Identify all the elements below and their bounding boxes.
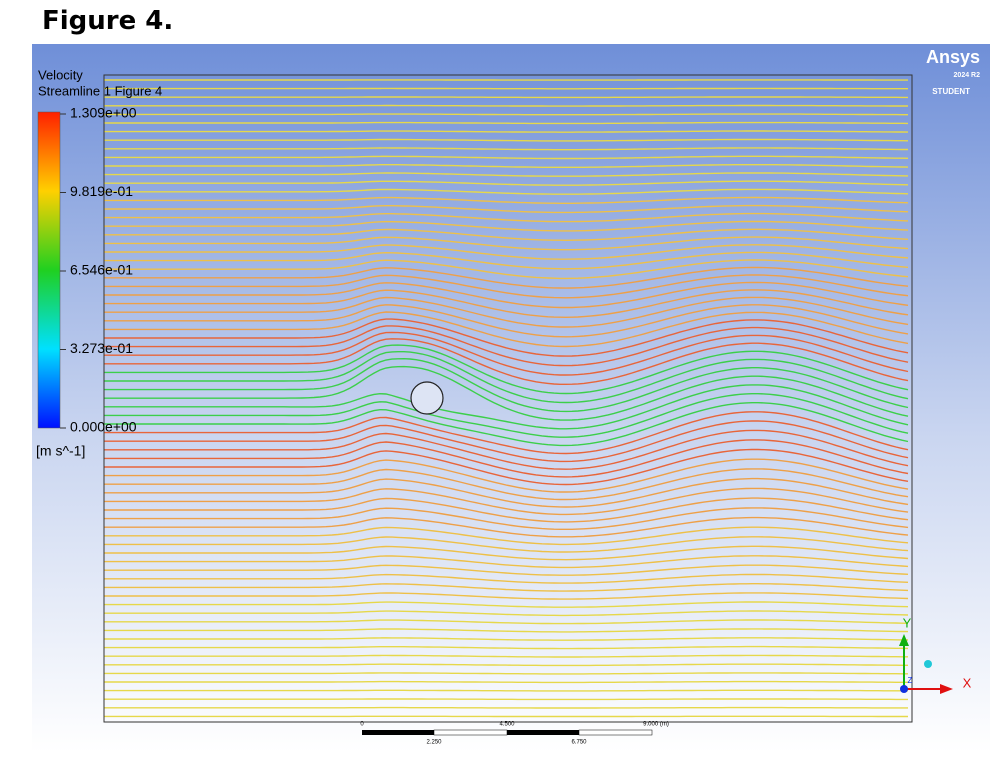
legend-unit: [m s^-1]	[36, 443, 85, 459]
streamline	[104, 236, 909, 251]
streamline	[104, 429, 909, 470]
streamline	[104, 147, 908, 151]
streamline	[104, 274, 909, 299]
streamline	[104, 384, 909, 430]
legend-labels: 1.309e+00 9.819e-01 6.546e-01 3.273e-01 0.00…	[60, 105, 137, 435]
axis-x-label: X	[963, 675, 972, 690]
streamline	[104, 619, 909, 625]
streamline	[104, 610, 909, 617]
streamline	[104, 365, 909, 421]
axis-triad	[899, 634, 953, 694]
streamline	[104, 251, 909, 270]
streamline	[104, 259, 909, 280]
color-bar	[37, 111, 61, 429]
streamline	[104, 196, 909, 204]
streamline	[104, 420, 909, 463]
scale-label: 2.250	[426, 740, 442, 746]
streamline	[104, 555, 909, 569]
streamline	[104, 113, 908, 116]
legend-label: 0.000e+00	[70, 419, 137, 435]
streamline	[104, 212, 909, 223]
logo-edition: STUDENT	[932, 87, 970, 96]
streamline	[104, 573, 909, 584]
streamline	[104, 497, 909, 523]
streamline	[104, 130, 909, 133]
scale-bar	[362, 729, 653, 736]
streamline	[104, 266, 909, 289]
cylinder	[410, 381, 444, 415]
figure-title: Figure 4.	[42, 6, 174, 36]
streamline	[104, 439, 909, 478]
streamline	[104, 601, 909, 608]
streamline	[104, 204, 909, 214]
streamline	[104, 164, 909, 168]
legend-label: 1.309e+00	[70, 105, 137, 121]
streamline	[104, 663, 908, 667]
scale-label: 6.750	[571, 740, 587, 746]
streamline	[104, 138, 909, 142]
legend-label: 9.819e-01	[70, 183, 133, 199]
legend-label: 3.273e-01	[70, 340, 133, 356]
streamline	[104, 477, 909, 508]
streamline	[104, 180, 909, 186]
axis-y-label: Y	[903, 615, 912, 630]
logo-version: 2024 R2	[954, 72, 981, 79]
scale-label: 0	[360, 722, 364, 728]
streamline	[104, 311, 909, 348]
scale-label: 9.000 (m)	[643, 722, 669, 728]
streamline	[104, 628, 909, 633]
streamline	[104, 487, 909, 516]
streamline	[104, 536, 909, 553]
streamline	[104, 545, 909, 561]
legend-variable: Velocity	[38, 67, 83, 82]
streamline	[104, 155, 909, 160]
streamline	[104, 338, 909, 385]
streamline	[104, 468, 909, 501]
streamline	[104, 188, 909, 195]
streamline	[104, 351, 909, 404]
streamline	[104, 654, 908, 658]
streamlines	[104, 79, 909, 718]
streamline	[104, 637, 909, 641]
streamline	[104, 220, 909, 232]
streamline	[104, 680, 908, 684]
scale-label: 4.500	[499, 722, 515, 728]
axis-z-label: Z	[908, 676, 913, 685]
streamline	[104, 296, 909, 328]
legend-name: Streamline 1 Figure 4	[38, 83, 162, 98]
streamline	[104, 448, 909, 486]
streamline	[104, 318, 909, 357]
streamline	[104, 645, 909, 650]
streamline	[104, 357, 909, 413]
streamline	[104, 689, 908, 692]
streamline	[104, 592, 909, 600]
streamline	[104, 228, 909, 242]
streamline	[104, 121, 909, 125]
streamline	[104, 281, 909, 309]
streamline	[104, 516, 909, 538]
streamline	[104, 331, 909, 376]
streamline	[104, 172, 909, 177]
streamline	[104, 325, 909, 367]
streamline	[104, 583, 909, 592]
streamline	[104, 411, 909, 455]
streamline	[104, 244, 909, 260]
legend-label: 6.546e-01	[70, 262, 133, 278]
streamline	[104, 526, 909, 546]
streamline	[104, 393, 909, 438]
streamline	[104, 344, 909, 395]
logo-brand: Ansys	[926, 47, 980, 67]
streamline	[104, 672, 908, 675]
streamline	[104, 304, 909, 338]
streamline	[104, 104, 908, 107]
streamline	[104, 458, 909, 493]
streamline	[104, 564, 909, 576]
streamline	[104, 289, 909, 319]
streamline	[104, 507, 909, 530]
domain-outline	[103, 74, 913, 723]
streamline	[104, 402, 909, 447]
